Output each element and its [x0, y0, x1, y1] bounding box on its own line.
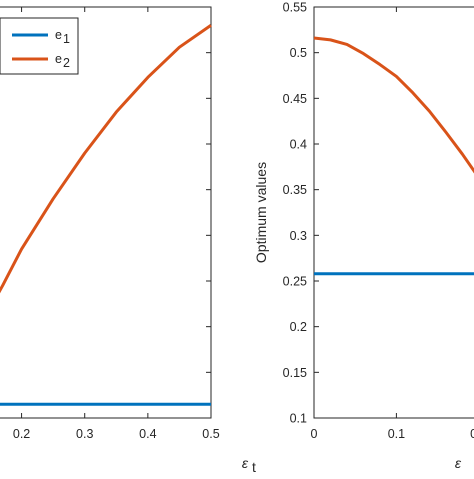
legend-box [0, 17, 79, 75]
plot-area-box-2 [313, 6, 474, 419]
x-tick-label: 0.1 [388, 427, 405, 441]
series-line-2-2 [313, 36, 474, 174]
x-tick-label: 0 [311, 427, 318, 441]
series-line-1-2 [0, 24, 212, 294]
legend-label-subscript-2: 2 [63, 56, 70, 70]
y-tick-label: 0.35 [283, 183, 307, 197]
y-tick-label: 0.5 [290, 46, 307, 60]
y-axis-label: Optimum values [253, 162, 269, 263]
y-tick-label: 0.15 [283, 366, 307, 380]
legend-label-subscript-1: 1 [63, 32, 70, 46]
x-tick-label: 0.2 [13, 427, 30, 441]
x-axis-label-2: ε [455, 455, 462, 471]
y-tick-label: 0.4 [290, 138, 307, 152]
y-tick-label: 0.3 [290, 229, 307, 243]
x-tick-label: 0.5 [202, 427, 219, 441]
y-tick-label: 0.2 [290, 320, 307, 334]
y-tick-label: 0.45 [283, 92, 307, 106]
plot-area-box-1 [0, 6, 212, 419]
legend-label-2: e [55, 52, 62, 66]
y-tick-label: 0.25 [283, 275, 307, 289]
legend-label-1: e [55, 28, 62, 42]
y-tick-label: 0.1 [290, 412, 307, 426]
x-tick-label: 0.3 [76, 427, 93, 441]
x-tick-label: 0.2 [470, 427, 474, 441]
x-tick-label: 0.4 [139, 427, 156, 441]
x-axis-label-subscript: t [252, 459, 256, 474]
x-axis-label-1: ε [242, 455, 249, 471]
y-tick-label: 0.55 [283, 1, 307, 15]
